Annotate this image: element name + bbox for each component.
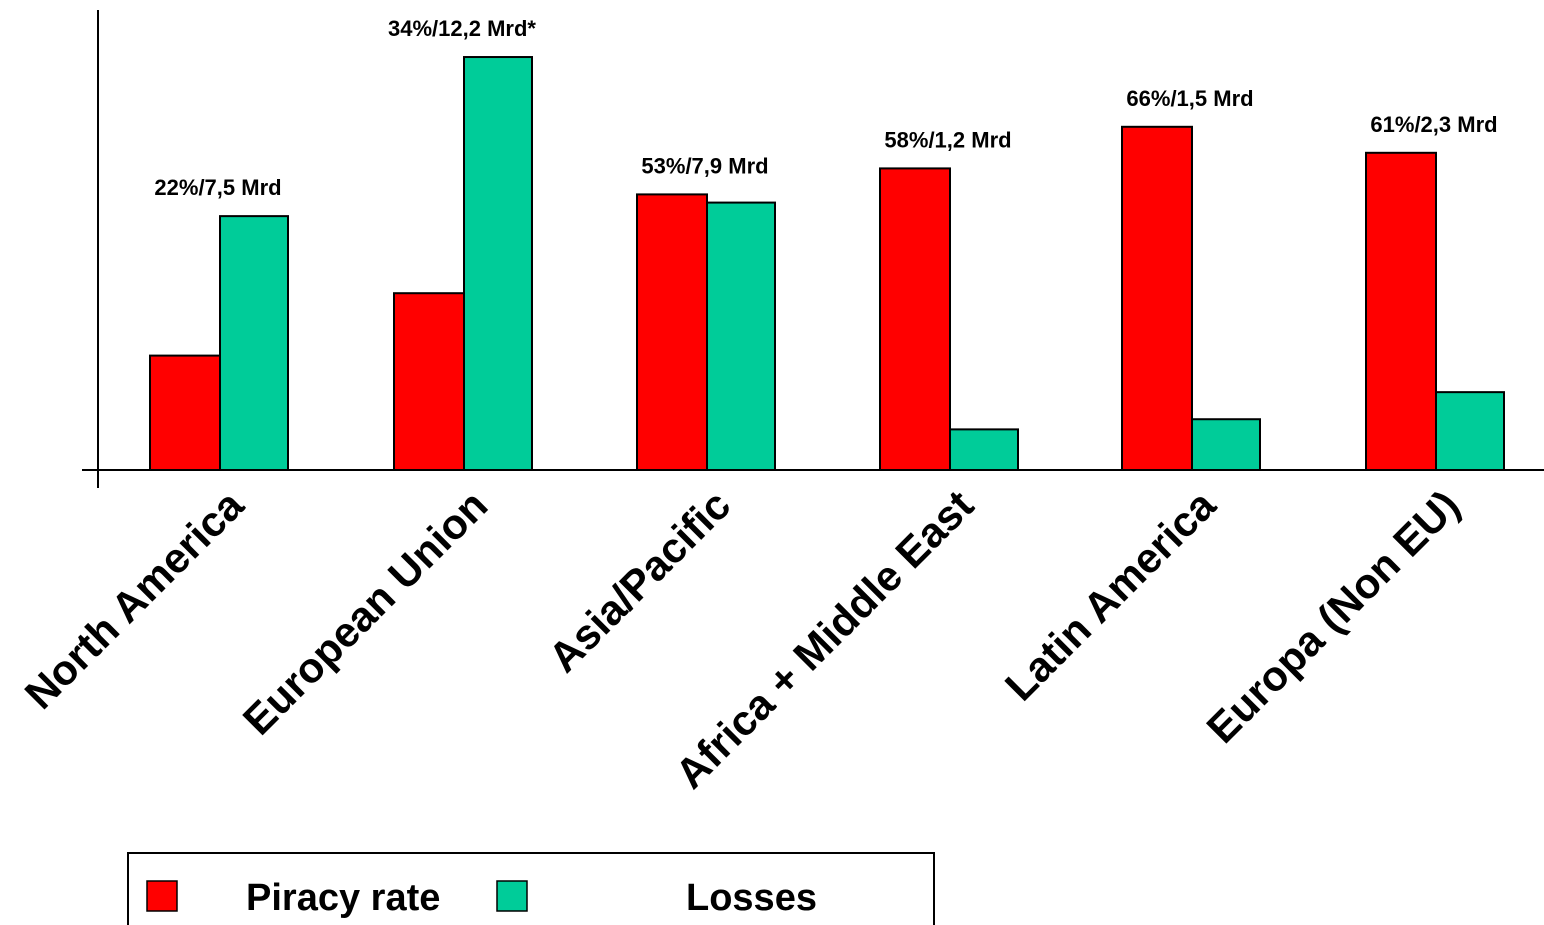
bar-piracy-rate-asia-pacific	[636, 193, 708, 471]
legend-label-piracy-rate: Piracy rate	[246, 877, 440, 919]
bar-piracy-rate-europa-non-eu	[1365, 151, 1437, 472]
legend-swatch-losses	[496, 880, 528, 912]
value-label-latin-america: 66%/1,5 Mrd	[1126, 86, 1253, 111]
category-label-north-america: North America	[16, 481, 253, 718]
bar-losses-asia-pacific	[706, 201, 776, 472]
category-label-europa-non-eu: Europa (Non EU)	[1198, 481, 1469, 752]
legend-box	[127, 852, 935, 925]
bar-losses-north-america	[219, 215, 289, 471]
bar-piracy-rate-africa-middle-east	[879, 167, 951, 471]
value-label-european-union: 34%/12,2 Mrd*	[388, 16, 536, 41]
bar-piracy-rate-european-union	[393, 292, 465, 472]
bar-losses-european-union	[463, 56, 533, 471]
value-label-north-america: 22%/7,5 Mrd	[154, 175, 281, 200]
bars-group	[149, 56, 1505, 472]
bar-piracy-rate-north-america	[149, 354, 221, 472]
bar-losses-latin-america	[1191, 418, 1261, 472]
value-label-africa-middle-east: 58%/1,2 Mrd	[884, 127, 1011, 152]
legend: Piracy rate Losses	[127, 852, 935, 925]
bar-losses-europa-non-eu	[1435, 391, 1505, 471]
category-label-latin-america: Latin America	[996, 481, 1225, 710]
bar-piracy-rate-latin-america	[1121, 125, 1193, 472]
legend-label-losses: Losses	[686, 877, 817, 919]
bar-losses-africa-middle-east	[949, 428, 1019, 472]
legend-swatch-piracy-rate	[146, 880, 178, 912]
value-labels-group: 22%/7,5 Mrd 34%/12,2 Mrd* 53%/7,9 Mrd 58%/1…	[154, 16, 1497, 200]
category-label-asia-pacific: Asia/Pacific	[539, 481, 739, 681]
value-label-asia-pacific: 53%/7,9 Mrd	[641, 153, 768, 178]
value-label-europa-non-eu: 61%/2,3 Mrd	[1370, 112, 1497, 137]
category-label-european-union: European Union	[234, 481, 497, 744]
